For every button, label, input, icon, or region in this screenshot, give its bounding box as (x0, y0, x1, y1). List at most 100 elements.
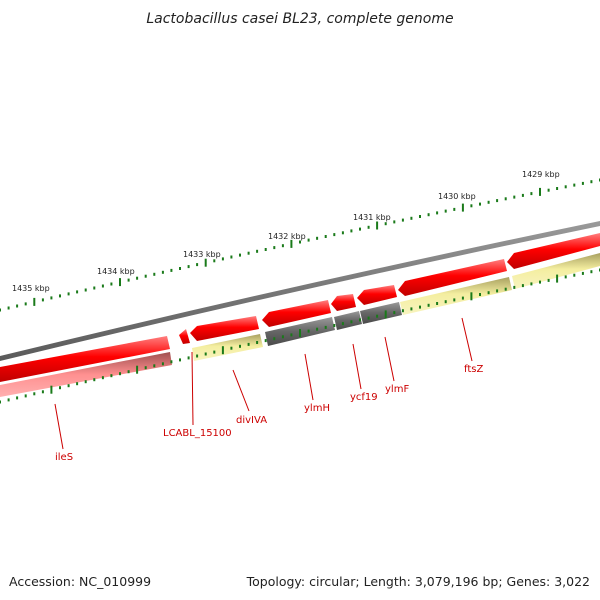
inner-minor-tick (333, 324, 336, 327)
track-ylmF (360, 302, 402, 324)
inner-minor-tick (110, 374, 113, 378)
inner-minor-tick (341, 322, 344, 326)
inner-minor-tick (307, 329, 310, 333)
outer-minor-tick (221, 257, 224, 261)
gene-label-ileS[interactable]: ileS (55, 452, 73, 463)
outer-minor-tick (307, 238, 310, 242)
inner-minor-tick (179, 358, 181, 362)
outer-minor-tick (299, 240, 301, 244)
outer-minor-tick (144, 274, 147, 278)
inner-minor-tick (84, 380, 87, 384)
kbp-label-1429: 1429 kbp (522, 170, 560, 179)
outer-minor-tick (239, 253, 241, 257)
outer-major-tick (204, 258, 207, 267)
gene-ylmH[interactable] (262, 300, 331, 327)
inner-minor-tick (436, 302, 439, 305)
inner-minor-tick (376, 314, 379, 318)
outer-minor-tick (487, 200, 490, 204)
outer-minor-tick (136, 276, 139, 280)
leader-ileS (54, 403, 64, 450)
gene-label-divIVA[interactable]: divIVA (236, 415, 267, 426)
gene-ycf19[interactable] (331, 294, 356, 311)
gene-label-LCABL_15100[interactable]: LCABL_15100 (163, 428, 232, 439)
outer-minor-tick (427, 213, 430, 217)
kbp-label-1432: 1432 kbp (268, 232, 306, 241)
inner-minor-tick (461, 296, 464, 300)
gene-label-ftsZ[interactable]: ftsZ (464, 364, 483, 375)
topology-text: Topology: circular; Length: 3,079,196 bp… (246, 574, 590, 589)
outer-minor-tick (153, 272, 156, 276)
leader-divIVA (232, 369, 250, 412)
inner-minor-tick (530, 282, 533, 286)
kbp-label-1435: 1435 kbp (12, 284, 50, 293)
gene-label-ylmH[interactable]: ylmH (304, 403, 330, 414)
inner-minor-tick (153, 364, 156, 368)
outer-minor-tick (479, 202, 481, 206)
outer-minor-tick (170, 268, 173, 272)
outer-major-tick (290, 239, 293, 248)
gene-ylmF[interactable] (357, 285, 397, 305)
inner-minor-tick (581, 271, 584, 275)
outer-minor-tick (84, 288, 87, 292)
inner-minor-tick (401, 309, 404, 313)
outer-minor-tick (110, 282, 113, 286)
gene-label-ylmF[interactable]: ylmF (385, 384, 409, 395)
forward-genes (0, 233, 600, 382)
inner-minor-tick (590, 270, 593, 274)
inner-minor-tick (573, 273, 576, 277)
inner-minor-tick (204, 352, 207, 356)
outer-minor-tick (367, 225, 370, 229)
outer-minor-tick (401, 218, 404, 222)
outer-minor-tick (547, 188, 550, 192)
outer-minor-tick (384, 222, 387, 226)
outer-minor-tick (504, 197, 507, 201)
inner-minor-tick (93, 378, 96, 382)
inner-minor-tick (16, 396, 19, 400)
inner-minor-tick (521, 284, 524, 288)
inner-minor-tick (350, 320, 353, 324)
gene-divIVA[interactable] (190, 316, 259, 341)
outer-minor-tick (324, 235, 327, 238)
inner-minor-tick (247, 342, 250, 346)
outer-minor-tick (179, 267, 181, 270)
inner-minor-tick (256, 341, 259, 344)
outer-minor-tick (590, 180, 593, 184)
outer-minor-tick (556, 187, 559, 190)
outer-minor-tick (76, 290, 79, 294)
outer-minor-tick (59, 294, 61, 298)
inner-minor-tick (196, 354, 199, 358)
inner-minor-tick (513, 285, 516, 289)
outer-minor-tick (93, 286, 96, 290)
gene-label-ycf19[interactable]: ycf19 (350, 392, 378, 403)
outer-minor-tick (521, 193, 524, 197)
gene-ileS[interactable] (0, 336, 170, 382)
secondary-track (0, 253, 600, 397)
outer-minor-tick (213, 259, 216, 263)
inner-major-tick (136, 365, 139, 374)
gene-LCABL_15100[interactable] (179, 329, 190, 344)
inner-minor-tick (273, 337, 276, 341)
outer-minor-tick (470, 204, 473, 208)
inner-minor-tick (264, 339, 267, 343)
leader-ylmF (384, 336, 395, 382)
inner-minor-tick (127, 370, 130, 374)
gene-labels: ileS LCABL_15100 divIVA ylmH ycf19 ylmF … (55, 364, 483, 463)
outer-minor-tick (453, 207, 456, 211)
outer-minor-tick (16, 304, 19, 308)
kbp-tick-track (0, 178, 600, 312)
outer-minor-tick (127, 278, 130, 282)
outer-minor-tick (0, 308, 1, 312)
map-title: Lactobacillus casei BL23, complete genom… (146, 11, 453, 27)
gene-next-forward[interactable] (507, 233, 600, 269)
inner-minor-tick (547, 278, 550, 282)
outer-minor-tick (230, 255, 233, 259)
track-ycf19 (334, 311, 362, 330)
leader-ftsZ (461, 317, 473, 362)
inner-minor-tick (161, 362, 164, 366)
leader-ylmH (304, 353, 314, 401)
inner-minor-tick (187, 356, 190, 360)
outer-minor-tick (187, 265, 190, 269)
gene-ftsZ[interactable] (398, 259, 507, 296)
inner-minor-tick (281, 335, 284, 339)
inner-minor-tick (213, 350, 216, 354)
